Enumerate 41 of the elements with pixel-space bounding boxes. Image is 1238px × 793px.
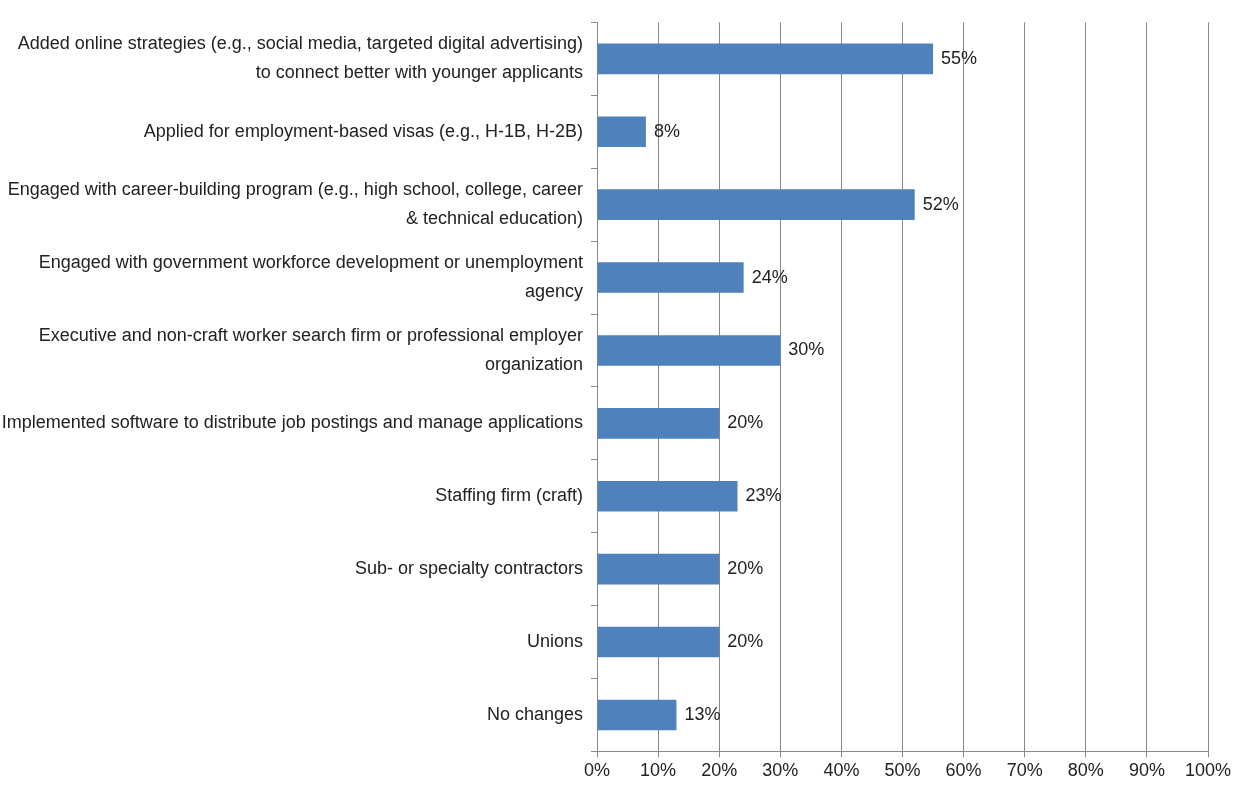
bar xyxy=(597,553,720,585)
x-tick-label: 20% xyxy=(701,760,738,781)
data-label: 55% xyxy=(941,47,978,68)
data-label: 13% xyxy=(684,703,721,724)
y-tick-label: Implemented software to distribute job postings and manage applications xyxy=(1,412,583,433)
x-tick-label: 100% xyxy=(1184,760,1232,781)
y-tick-label: Staffing firm (craft) xyxy=(435,485,583,506)
bar xyxy=(597,189,915,220)
data-label: 30% xyxy=(788,339,825,360)
y-tick-label: Unions xyxy=(526,631,583,652)
bar xyxy=(597,335,781,366)
bar xyxy=(597,116,646,148)
y-tick-label: Applied for employment-based visas (e.g., H-1B, H-2B) xyxy=(143,120,583,141)
y-tick-label: Sub- or specialty contractors xyxy=(354,558,583,579)
y-tick-label: Engaged with career-building program (e.g., high school, college, career & technical education) xyxy=(7,179,583,229)
data-label: 8% xyxy=(653,120,680,141)
bar xyxy=(597,626,720,658)
bar xyxy=(597,262,744,293)
bar xyxy=(597,699,677,731)
x-tick-label: 50% xyxy=(884,760,921,781)
x-tick-label: 90% xyxy=(1128,760,1165,781)
data-label: 52% xyxy=(922,193,959,214)
data-label: 23% xyxy=(745,485,782,506)
x-tick-label: 80% xyxy=(1067,760,1104,781)
x-tick-label: 70% xyxy=(1006,760,1043,781)
bar xyxy=(597,480,738,512)
x-tick-label: 0% xyxy=(583,760,611,781)
bar xyxy=(597,43,934,75)
data-label: 20% xyxy=(727,412,764,433)
x-tick-label: 10% xyxy=(640,760,677,781)
y-tick-label: Engaged with government workforce development or unemployment agency xyxy=(38,252,583,301)
data-label: 24% xyxy=(751,266,788,287)
bar xyxy=(597,408,720,439)
x-tick-label: 40% xyxy=(823,760,860,781)
y-tick-label: Executive and non-craft worker search firm or professional employer organization xyxy=(38,325,583,374)
data-label: 20% xyxy=(727,558,764,579)
data-label: 20% xyxy=(727,631,764,652)
x-tick-label: 60% xyxy=(945,760,982,781)
x-tick-label: 30% xyxy=(762,760,799,781)
y-tick-label: No changes xyxy=(486,703,583,724)
y-tick-label: Added online strategies (e.g., social media, targeted digital advertising) to connect better with younger applicants xyxy=(17,33,583,83)
